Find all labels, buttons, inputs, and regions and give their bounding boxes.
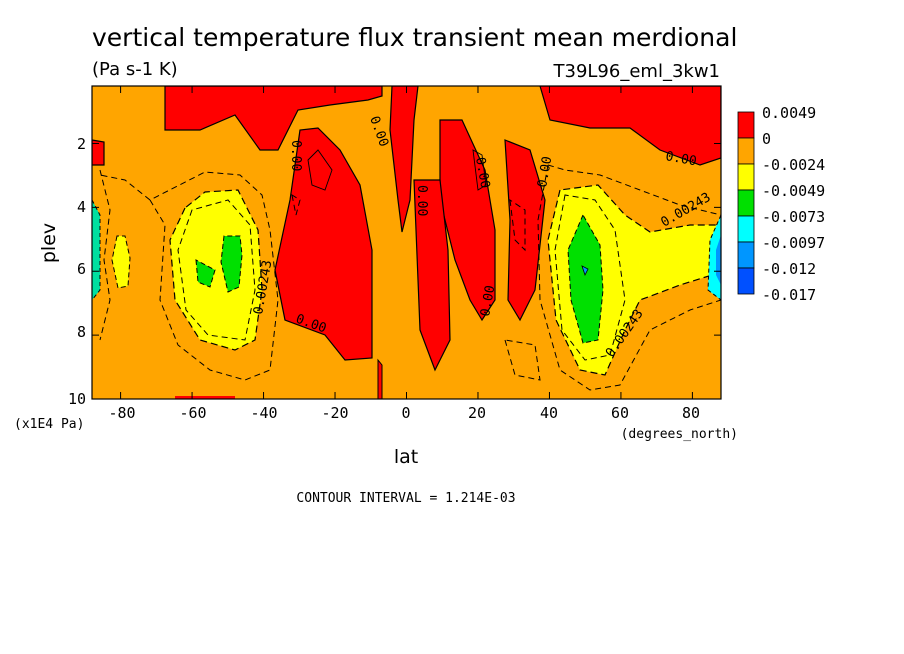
contour-label: 0.00 bbox=[478, 284, 498, 317]
legend-label: -0.0097 bbox=[762, 234, 825, 252]
y-tick-label: 8 bbox=[77, 323, 86, 341]
green-region-south-2 bbox=[195, 259, 216, 288]
x-tick-label: -60 bbox=[179, 404, 206, 422]
y-tick-label: 4 bbox=[77, 198, 86, 216]
contour-label: 0.00 bbox=[472, 156, 492, 189]
legend-label: -0.0073 bbox=[762, 208, 825, 226]
x-axis-units: (degrees_north) bbox=[621, 427, 738, 442]
solid-contours bbox=[307, 149, 487, 191]
x-tick-label: -80 bbox=[108, 404, 135, 422]
legend-label: 0 bbox=[762, 130, 771, 148]
blue-spot-north bbox=[581, 265, 589, 277]
contour-field bbox=[92, 86, 721, 399]
x-tick-label: 80 bbox=[682, 404, 700, 422]
x-tick-label: 60 bbox=[611, 404, 629, 422]
x-tick-label: -20 bbox=[321, 404, 348, 422]
yellow-region-south bbox=[169, 189, 263, 351]
legend-label: 0.0049 bbox=[762, 104, 816, 122]
x-tick-label: 40 bbox=[540, 404, 558, 422]
dataset-label: T39L96_eml_3kw1 bbox=[553, 61, 721, 82]
legend-label: -0.0024 bbox=[762, 156, 825, 174]
legend-label: -0.0049 bbox=[762, 182, 825, 200]
chart-units: (Pa s-1 K) bbox=[92, 59, 178, 80]
legend-swatch bbox=[737, 111, 755, 139]
color-legend: 0.0049 0 -0.0024 -0.0049 -0.0073 -0.0097… bbox=[737, 104, 825, 304]
legend-swatch bbox=[737, 189, 755, 217]
legend-swatch bbox=[737, 137, 755, 165]
dashed-contours bbox=[99, 164, 721, 391]
contour-label: 0.00 bbox=[288, 140, 303, 171]
dashed-contour-mid bbox=[509, 198, 526, 252]
red-bottom-strip bbox=[175, 396, 235, 399]
east-edge-strip bbox=[707, 214, 721, 301]
solid-contour-left-column bbox=[307, 149, 333, 191]
contour-label: 0.00 bbox=[414, 185, 429, 216]
legend-label: -0.017 bbox=[762, 286, 816, 304]
red-region-south-column bbox=[413, 179, 451, 372]
dashed-contour-north-outer bbox=[537, 164, 721, 391]
x-tick-labels: -80 -60 -40 -20 0 20 40 60 80 bbox=[108, 404, 700, 422]
red-region-left-column bbox=[274, 127, 373, 361]
red-region-right-column bbox=[439, 119, 496, 322]
y-tick-labels: 2 4 6 8 10 bbox=[68, 135, 86, 408]
contour-interval: CONTOUR INTERVAL = 1.214E-03 bbox=[296, 491, 515, 506]
chart-title: vertical temperature flux transient mean… bbox=[92, 23, 737, 52]
x-tick-label: 20 bbox=[468, 404, 486, 422]
dashed-contour-west bbox=[99, 169, 111, 341]
east-edge-blue bbox=[716, 235, 721, 285]
red-region-west-edge bbox=[92, 139, 105, 166]
x-tick-label: -40 bbox=[250, 404, 277, 422]
red-region-top bbox=[164, 86, 383, 151]
dashed-contour-south-outer bbox=[99, 171, 279, 381]
dashed-contour-south-inner bbox=[177, 199, 256, 341]
contour-label: 0.00 bbox=[664, 149, 697, 169]
red-region-central bbox=[389, 86, 419, 233]
x-tick-label: 0 bbox=[401, 404, 410, 422]
y-tick-label: 2 bbox=[77, 135, 86, 153]
y-tick-label: 6 bbox=[77, 260, 86, 278]
green-region-north bbox=[567, 213, 604, 344]
west-edge-strip bbox=[92, 199, 101, 301]
x-axis-label: lat bbox=[394, 446, 418, 468]
y-axis-units: (x1E4 Pa) bbox=[14, 417, 84, 432]
red-sliver bbox=[377, 358, 383, 399]
legend-swatch bbox=[737, 163, 755, 191]
axis-ticks bbox=[92, 86, 721, 400]
legend-swatch bbox=[737, 267, 755, 295]
legend-swatch bbox=[737, 215, 755, 243]
red-region-polar-north bbox=[539, 86, 721, 166]
dashed-contour-north-upper bbox=[547, 164, 721, 216]
solid-contour-right-column bbox=[472, 149, 487, 191]
dashed-contour-south-small bbox=[291, 193, 301, 216]
yellow-region-west bbox=[111, 235, 131, 289]
dashed-contour-north-inner bbox=[554, 194, 626, 361]
contour-label: 0.00 bbox=[535, 155, 555, 188]
legend-label: -0.012 bbox=[762, 260, 816, 278]
y-axis-label: plev bbox=[38, 223, 60, 263]
y-tick-label: 10 bbox=[68, 390, 86, 408]
green-region-south-1 bbox=[220, 235, 243, 293]
legend-swatch bbox=[737, 241, 755, 269]
dashed-contour-south-bottom bbox=[504, 339, 541, 381]
